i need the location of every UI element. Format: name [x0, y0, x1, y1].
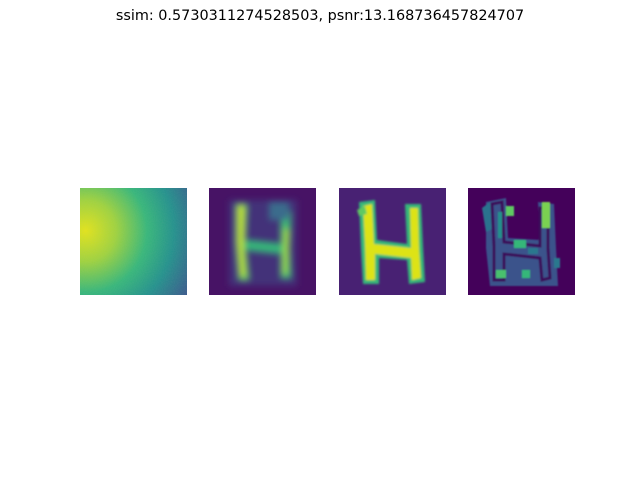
- gradient-image: [80, 188, 187, 295]
- image-panel-target: [339, 188, 446, 295]
- difference-h-image: [468, 188, 575, 295]
- blurry-h-image: [209, 188, 316, 295]
- image-panel-input: [80, 188, 187, 295]
- sharp-h-image: [339, 188, 446, 295]
- figure-title: ssim: 0.5730311274528503, psnr:13.168736…: [115, 8, 525, 24]
- image-panel-prediction: [209, 188, 316, 295]
- image-panel-difference: [468, 188, 575, 295]
